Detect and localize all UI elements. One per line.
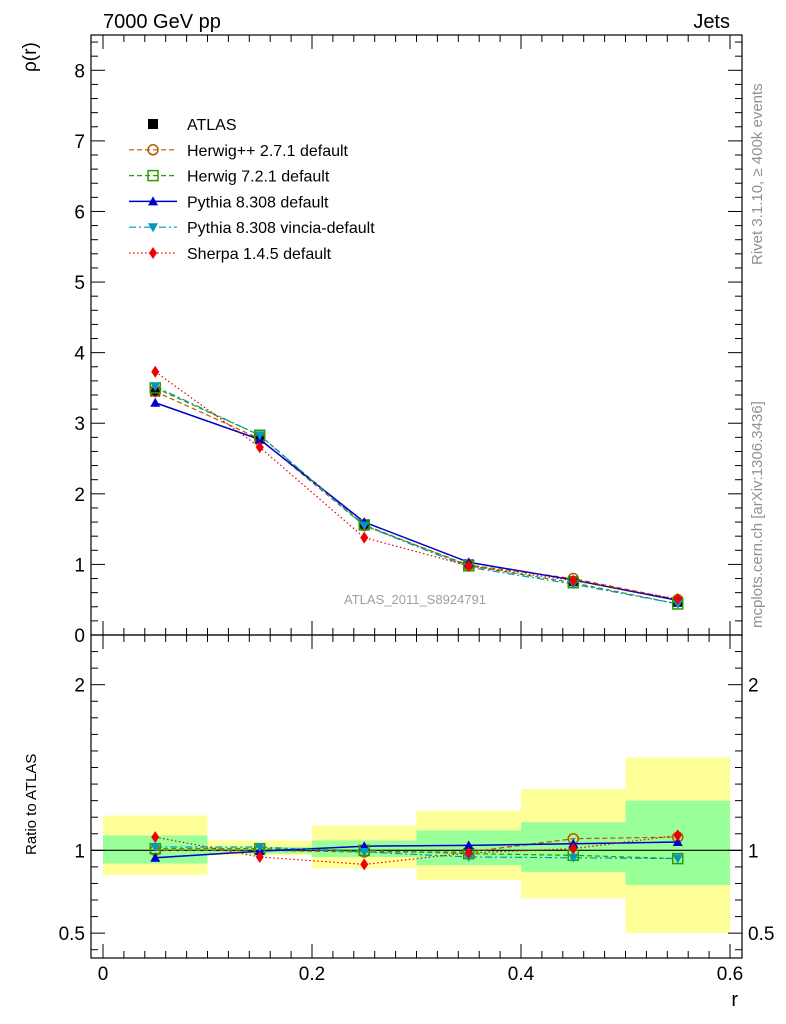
main-point-sherpa-1-4-5-default — [255, 441, 264, 454]
legend-marker-pythia-8-308-vincia-default — [148, 223, 158, 233]
main-point-sherpa-1-4-5-default — [464, 559, 473, 572]
ratio-line-sherpa-1-4-5-default — [155, 834, 678, 866]
ratio-point-sherpa-1-4-5-default — [151, 831, 160, 844]
legend-label-atlas: ATLAS — [187, 117, 237, 134]
ratio-point-pythia-8-308-default — [150, 852, 161, 862]
ratio-point-pythia-8-308-vincia-default — [672, 854, 683, 864]
ratio-point-pythia-8-308-vincia-default — [254, 843, 265, 853]
ratio-y-label: Ratio to ATLAS — [23, 754, 40, 855]
ratio-line-herwig-7-2-1-default — [155, 848, 678, 860]
legend-label-herwig-2-7-1-default: Herwig++ 2.7.1 default — [187, 143, 349, 160]
main-line-herwig-7-2-1-default — [155, 387, 678, 605]
ratio-line-pythia-8-308-vincia-default — [155, 846, 678, 860]
watermark: ATLAS_2011_S8924791 — [344, 592, 486, 607]
side-text-bottom: mcplots.cern.ch [arXiv:1306.3436] — [749, 401, 766, 628]
legend-marker-sherpa-1-4-5-default — [149, 247, 157, 259]
x-tick-label: 0.2 — [299, 964, 325, 985]
ratio-y-tick-label: 0.5 — [59, 924, 85, 945]
main-y-tick-label: 5 — [74, 273, 85, 294]
legend-marker-herwig-2-7-1-default — [147, 144, 159, 156]
main-y-tick-label: 8 — [74, 61, 85, 82]
ratio-point-sherpa-1-4-5-default — [673, 829, 682, 842]
legend-label-herwig-7-2-1-default: Herwig 7.2.1 default — [187, 169, 330, 186]
x-tick-label: 0.6 — [717, 964, 743, 985]
ratio-panel: 0.5 0.5 1 1 2 2 0 0.2 0.4 0.6 — [59, 634, 774, 985]
ratio-point-pythia-8-308-vincia-default — [150, 843, 161, 853]
main-point-sherpa-1-4-5-default — [360, 531, 369, 544]
ratio-y-tick-label: 1 — [74, 841, 85, 862]
legend-marker-herwig-7-2-1-default — [147, 169, 159, 182]
ratio-point-pythia-8-308-default — [672, 837, 683, 847]
ratio-point-pythia-8-308-vincia-default — [568, 853, 579, 863]
legend-label-pythia-8-308-default: Pythia 8.308 default — [187, 194, 329, 211]
main-line-pythia-8-308-vincia-default — [154, 385, 678, 605]
main-point-sherpa-1-4-5-default — [569, 574, 578, 587]
main-point-sherpa-1-4-5-default — [673, 593, 682, 605]
x-tick-label: 0 — [98, 964, 109, 985]
ratio-point-pythia-8-308-vincia-default — [359, 847, 370, 857]
ratio-point-sherpa-1-4-5-default — [360, 858, 369, 871]
main-panel: 0 1 2 3 4 5 6 7 8 — [74, 34, 743, 647]
ratio-y-tick-label-right: 0.5 — [748, 924, 774, 945]
main-y-tick-label: 6 — [74, 202, 85, 223]
main-y-tick-label: 0 — [74, 626, 85, 647]
main-point-pythia-8-308-vincia-default — [150, 382, 161, 392]
ratio-point-pythia-8-308-default — [359, 841, 370, 851]
header-right: Jets — [693, 11, 730, 33]
legend: ATLAS Herwig++ 2.7.1 default Herwig 7.2.1 … — [129, 117, 375, 263]
main-line-sherpa-1-4-5-default — [154, 371, 678, 600]
ratio-y-tick-label-right: 1 — [748, 841, 759, 862]
ratio-line-pythia-8-308-default — [155, 841, 678, 859]
ratio-line-herwig-2-7-1-default — [155, 836, 678, 853]
x-axis-label: r — [731, 989, 738, 1011]
main-point-sherpa-1-4-5-default — [151, 365, 160, 378]
main-y-tick-label: 3 — [74, 414, 85, 435]
legend-marker-atlas — [148, 119, 158, 129]
legend-label-pythia-8-308-vincia-default: Pythia 8.308 vincia-default — [187, 220, 375, 237]
ratio-point-sherpa-1-4-5-default — [255, 850, 264, 863]
main-y-tick-label: 1 — [74, 555, 85, 576]
main-y-tick-label: 7 — [74, 132, 85, 153]
main-y-label: ρ(r) — [20, 42, 41, 72]
ratio-point-sherpa-1-4-5-default — [569, 842, 578, 855]
main-point-pythia-8-308-vincia-default — [359, 521, 370, 531]
main-y-tick-label: 4 — [74, 344, 85, 365]
ratio-y-tick-label-right: 2 — [748, 676, 759, 697]
side-text-top: Rivet 3.1.10, ≥ 400k events — [749, 83, 766, 265]
legend-marker-pythia-8-308-default — [148, 196, 158, 206]
ratio-y-tick-label: 2 — [74, 676, 85, 697]
x-tick-label: 0.4 — [508, 964, 535, 985]
main-point-pythia-8-308-vincia-default — [254, 431, 265, 441]
main-point-pythia-8-308-default — [150, 397, 161, 407]
header-left: 7000 GeV pp — [103, 11, 221, 33]
ratio-point-sherpa-1-4-5-default — [464, 846, 473, 859]
legend-label-sherpa-1-4-5-default: Sherpa 1.4.5 default — [187, 246, 332, 263]
main-line-pythia-8-308-default — [155, 402, 678, 602]
main-y-tick-label: 2 — [74, 485, 85, 506]
ratio-point-pythia-8-308-default — [463, 840, 474, 850]
